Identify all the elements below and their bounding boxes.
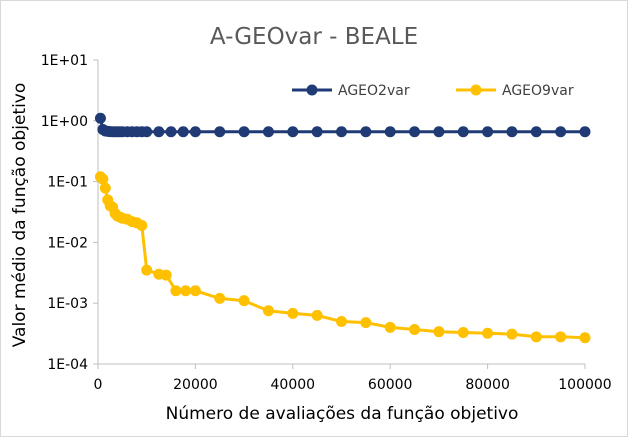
data-point: [189, 285, 201, 297]
data-point: [433, 126, 445, 138]
data-point: [189, 126, 201, 138]
data-point: [336, 316, 347, 328]
x-tick-label: 80000: [465, 377, 510, 393]
data-point: [384, 321, 396, 333]
data-point: [238, 295, 250, 307]
legend: AGEO2var AGEO9var: [292, 83, 574, 99]
data-point: [136, 219, 148, 231]
data-point: [262, 305, 274, 317]
y-axis-title: Valor médio da função objetivo: [10, 83, 30, 348]
data-point: [141, 126, 153, 138]
y-tick-label: 1E-02: [47, 235, 88, 251]
legend-label: AGEO2var: [338, 83, 410, 99]
data-point: [457, 326, 469, 338]
legend-swatch-marker: [470, 84, 482, 96]
y-tick-label: 1E-03: [47, 296, 88, 312]
data-point: [384, 126, 396, 138]
legend-item: AGEO2var: [292, 83, 410, 99]
data-point: [433, 326, 445, 338]
chart-title: A-GEOvar - BEALE: [210, 24, 418, 50]
legend-label: AGEO9var: [502, 83, 574, 99]
x-tick-label: 60000: [368, 377, 413, 393]
data-point: [94, 112, 106, 124]
data-point: [506, 328, 518, 340]
data-point: [360, 317, 372, 329]
data-point: [97, 173, 109, 185]
y-tick-label: 1E+00: [41, 114, 88, 130]
data-point: [170, 285, 182, 297]
plot-series: [94, 112, 591, 344]
x-tick-label: 20000: [173, 377, 218, 393]
data-point: [287, 307, 299, 319]
series-line: [99, 175, 586, 340]
data-point: [160, 269, 172, 281]
data-point: [177, 126, 189, 138]
data-point: [409, 126, 421, 138]
series-AGEO2var: [94, 112, 591, 138]
data-point: [214, 126, 226, 138]
x-axis-title: Número de avaliações da função objetivo: [166, 404, 519, 424]
data-point: [482, 126, 494, 138]
data-point: [579, 126, 591, 138]
y-tick-label: 1E+01: [41, 53, 88, 69]
data-point: [165, 126, 177, 138]
y-tick-label: 1E-01: [47, 175, 88, 191]
data-point: [482, 327, 494, 339]
series-AGEO9var: [94, 171, 591, 344]
legend-swatch-marker: [306, 84, 318, 96]
data-point: [153, 126, 165, 138]
data-point: [287, 126, 299, 138]
data-point: [409, 323, 421, 335]
data-point: [99, 182, 111, 194]
x-axis: 0 20000 40000 60000 80000 100000: [94, 363, 612, 393]
data-point: [262, 126, 274, 138]
data-point: [555, 126, 567, 138]
data-point: [360, 126, 372, 138]
x-tick-label: 100000: [558, 377, 611, 393]
data-point: [180, 285, 192, 297]
data-point: [457, 126, 469, 138]
data-point: [336, 126, 347, 138]
x-tick-label: 0: [94, 377, 103, 393]
data-point: [238, 126, 250, 138]
data-point: [141, 264, 153, 276]
data-point: [506, 126, 518, 138]
data-point: [579, 332, 591, 344]
x-tick-label: 40000: [271, 377, 316, 393]
data-point: [555, 331, 567, 343]
legend-item: AGEO9var: [456, 83, 574, 99]
data-point: [311, 309, 323, 321]
data-point: [530, 126, 542, 138]
data-point: [530, 331, 542, 343]
data-point: [311, 126, 323, 138]
y-tick-label: 1E-04: [47, 357, 88, 373]
y-axis: 1E+01 1E+00 1E-01 1E-02 1E-03 1E-04: [41, 53, 99, 373]
data-point: [214, 292, 226, 304]
